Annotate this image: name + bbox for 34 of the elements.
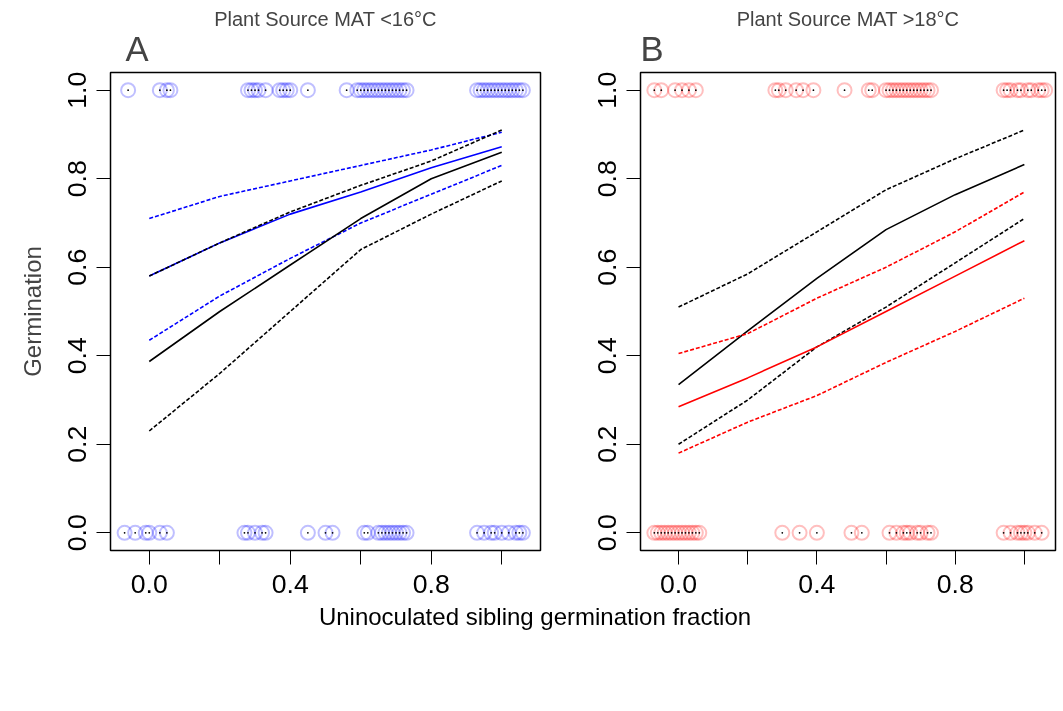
x-axis-title: Uninoculated sibling germination fraction (318, 602, 752, 632)
y-tick-label: 0.6 (592, 248, 623, 286)
text: B (640, 29, 664, 68)
y-tick-label: 0.0 (62, 514, 93, 552)
y-tick-label: 1.0 (592, 71, 623, 109)
line-series (148, 164, 503, 342)
y-tick-label: 0.2 (62, 425, 93, 463)
x-tick-label: 0.0 (660, 568, 698, 599)
y-tick-label: 0.2 (592, 425, 623, 463)
y-tick-label: 0.4 (62, 337, 93, 375)
y-tick-label: 0.8 (592, 160, 623, 198)
x-tick-label: 0.8 (412, 568, 450, 599)
line-series (148, 131, 503, 220)
line-series (148, 180, 503, 432)
line-series (677, 129, 1026, 308)
text: A (125, 29, 150, 68)
line-series (677, 217, 1026, 446)
line-series (677, 239, 1026, 408)
y-tick-label: 0.4 (592, 337, 623, 375)
chart-title: Plant Source MAT <16°C (214, 7, 437, 30)
y-tick-label: 0.8 (62, 160, 93, 198)
y-tick-label: 0.6 (62, 248, 93, 286)
x-tick-label: 0.4 (798, 568, 836, 599)
x-tick-label: 0.4 (271, 568, 309, 599)
line-series (148, 151, 503, 363)
x-tick-label: 0.0 (130, 568, 168, 599)
x-tick-label: 0.8 (936, 568, 974, 599)
chart-title: Plant Source MAT >18°C (736, 7, 960, 30)
line-series (677, 163, 1026, 386)
y-tick-label: 1.0 (62, 71, 93, 109)
line-series (677, 297, 1026, 454)
y-tick-label: 0.0 (592, 514, 623, 552)
y-axis-title: Germination (18, 246, 46, 377)
line-series (677, 191, 1026, 355)
